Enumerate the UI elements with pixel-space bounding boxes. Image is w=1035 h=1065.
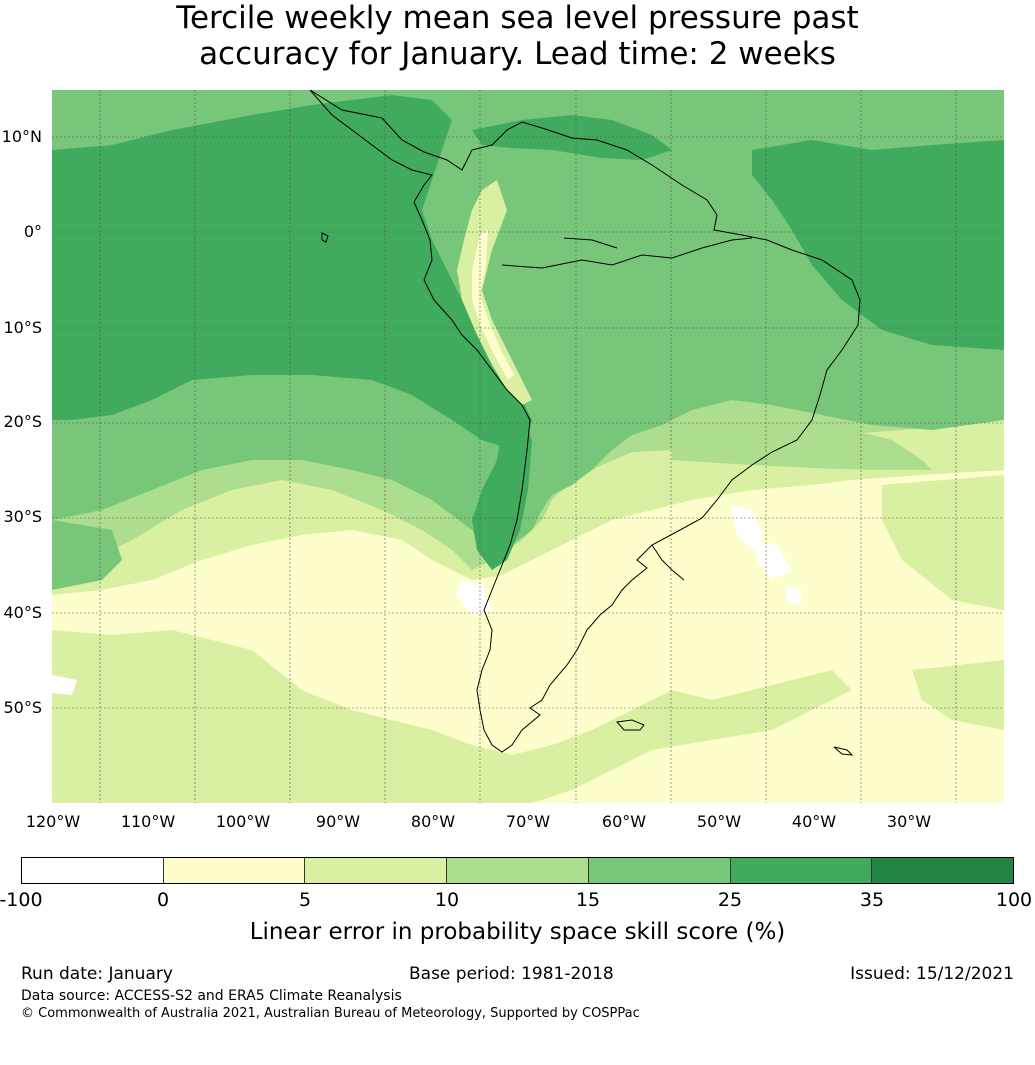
lon-label-100w: 100°W (215, 812, 271, 831)
graticule (52, 90, 1004, 803)
colorbar-segment-4 (447, 858, 589, 883)
colorbar-tick: 5 (298, 889, 312, 911)
parana-river (651, 544, 685, 581)
colorbar-segment-2 (163, 858, 306, 883)
south-america-coastline (309, 90, 861, 753)
lat-label-0: 0° (23, 222, 42, 241)
lon-label-80w: 80°W (410, 812, 456, 831)
lon-label-110w: 110°W (120, 812, 176, 831)
skill-band-negative-5 (787, 585, 802, 605)
colorbar-tick: -100 (0, 889, 43, 911)
colorbar-segment-5 (588, 858, 731, 883)
lon-label-40w: 40°W (791, 812, 837, 831)
colorbar-tick: 0 (156, 889, 170, 911)
map-canvas (52, 90, 1004, 803)
issued-date: Issued: 15/12/2021 (850, 964, 1014, 984)
skill-band-negative-3 (752, 540, 792, 580)
colorbar (21, 857, 1014, 884)
galapagos-islands (321, 232, 329, 243)
colorbar-tick: 15 (575, 889, 601, 911)
lat-label-50s: 50°S (3, 698, 42, 717)
lat-label-10s: 10°S (3, 318, 42, 337)
orinoco-river (563, 237, 618, 249)
lat-label-40s: 40°S (3, 603, 42, 622)
skill-band-negative-4 (52, 675, 77, 695)
data-source: Data source: ACCESS-S2 and ERA5 Climate … (21, 988, 402, 1004)
colorbar-tick: 25 (717, 889, 743, 911)
title-line-2: accuracy for January. Lead time: 2 weeks (199, 36, 836, 72)
lat-label-10n: 10°N (1, 127, 42, 146)
lon-label-30w: 30°W (886, 812, 932, 831)
map-title: Tercile weekly mean sea level pressure p… (0, 0, 1035, 72)
lon-label-90w: 90°W (315, 812, 361, 831)
colorbar-label: Linear error in probability space skill … (249, 919, 786, 945)
skill-band-10-15-east (672, 420, 932, 470)
amazon-river (501, 237, 753, 269)
skill-band-5-10-north-east (882, 475, 1004, 610)
skill-band-25-35-east (752, 140, 1004, 350)
base-period: Base period: 1981-2018 (409, 964, 614, 984)
skill-band-5-10-south (52, 630, 852, 803)
lon-label-120w: 120°W (25, 812, 81, 831)
copyright: © Commonwealth of Australia 2021, Austra… (21, 1006, 640, 1021)
south-georgia (833, 746, 854, 756)
colorbar-tick: 100 (995, 889, 1033, 911)
skill-band-andes-core (472, 230, 514, 380)
title-line-1: Tercile weekly mean sea level pressure p… (176, 0, 859, 36)
colorbar-segment-3 (305, 858, 448, 883)
colorbar-segment-6 (730, 858, 873, 883)
colorbar-tick: 35 (859, 889, 885, 911)
skill-band-negative-2 (730, 505, 764, 550)
colorbar-segment-1 (22, 858, 164, 883)
skill-band-25-35-coast (472, 390, 532, 570)
skill-band-5-10-south-east (912, 660, 1004, 730)
skill-band-25-35 (52, 95, 532, 450)
skill-band-andes-low (457, 180, 532, 405)
lat-label-20s: 20°S (3, 412, 42, 431)
skill-map (52, 90, 1004, 803)
lat-label-30s: 30°S (3, 507, 42, 526)
colorbar-tick: 10 (434, 889, 460, 911)
lon-label-60w: 60°W (601, 812, 647, 831)
lon-label-50w: 50°W (696, 812, 742, 831)
lon-label-70w: 70°W (505, 812, 551, 831)
colorbar-segment-7 (872, 858, 1014, 883)
skill-band-negative-1 (457, 580, 492, 615)
run-date: Run date: January (21, 964, 173, 984)
skill-band-15-25-south-west (52, 520, 122, 590)
falkland-islands (616, 719, 645, 731)
